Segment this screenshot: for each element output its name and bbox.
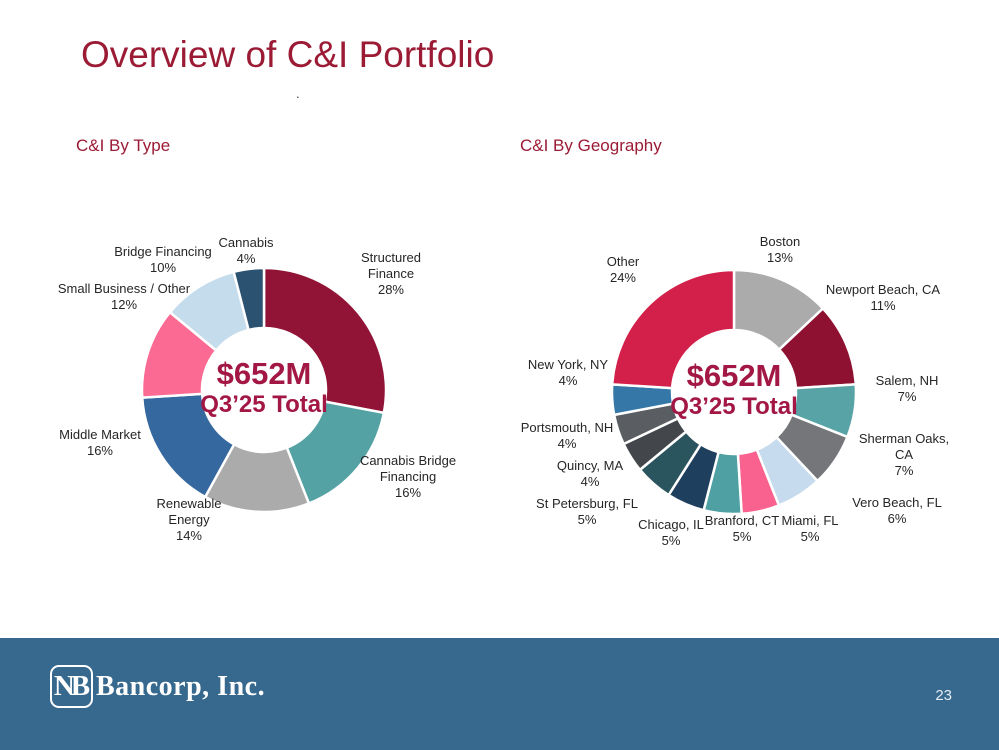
slice-label-line: Quincy, MA [556, 458, 624, 473]
slice-label-new-york-ny: New York, NY 4% [528, 357, 608, 389]
slice-label-line: 12% [110, 297, 138, 312]
slice-label-line: 4% [580, 474, 600, 489]
slice-label-st-petersburg-fl: St Petersburg, FL 5% [536, 496, 638, 528]
slice-label-line: CA [894, 447, 914, 462]
slice-label-line: Cannabis Bridge [359, 453, 457, 468]
nb-logo-text: Bancorp, Inc. [96, 670, 266, 702]
slice-label-line: 14% [175, 528, 203, 543]
slice-label-bridge-financing: Bridge Financing 10% [114, 244, 212, 276]
slice-label-line: Renewable [156, 496, 222, 511]
slice-label-portsmouth-nh: Portsmouth, NH 4% [521, 420, 613, 452]
slice-label-line: Miami, FL [781, 513, 839, 528]
slice-label-line: Salem, NH [875, 373, 939, 388]
slice-label-sherman-oaks-ca: Sherman Oaks, CA 7% [859, 431, 949, 479]
slice-label-line: 24% [609, 270, 637, 285]
slice-label-small-business-other: Small Business / Other 12% [58, 281, 190, 313]
slice-label-cannabis: Cannabis 4% [219, 235, 274, 267]
slice-label-chicago-il: Chicago, IL 5% [638, 517, 704, 549]
slice-label-line: 4% [557, 436, 577, 451]
slice-label-line: Newport Beach, CA [825, 282, 941, 297]
slice-label-line: Bridge Financing [114, 244, 212, 259]
slice-label-line: Chicago, IL [638, 517, 704, 532]
slice-label-line: 7% [894, 463, 914, 478]
slice-other [610, 268, 736, 390]
slice-label-line: Middle Market [59, 427, 141, 442]
slice-label-line: Sherman Oaks, [858, 431, 950, 446]
slice-structured-finance [262, 266, 388, 415]
donut-center-value: $652M [216, 356, 312, 391]
slice-label-line: 16% [86, 443, 114, 458]
slice-label-line: Other [606, 254, 640, 269]
donut-center-caption: Q3’25 Total [670, 393, 798, 420]
slice-cannabis [232, 266, 266, 332]
slide-title: Overview of C&I Portfolio [81, 34, 495, 75]
slice-label-line: 28% [377, 282, 405, 297]
slice-label-line: 16% [394, 485, 422, 500]
donut-chart-type [140, 266, 388, 514]
slice-label-line: Branford, CT [704, 513, 780, 528]
slice-label-line: Small Business / Other [57, 281, 191, 296]
slice-label-newport-beach-ca: Newport Beach, CA 11% [826, 282, 940, 314]
nb-bancorp-logo: NB Bancorp, Inc. [50, 665, 265, 708]
chart-title-type: C&I By Type [76, 136, 171, 155]
slice-label-line: 5% [732, 529, 752, 544]
slice-label-line: 5% [661, 533, 681, 548]
slice-label-vero-beach-fl: Vero Beach, FL 6% [852, 495, 942, 527]
slice-label-line: Boston [759, 234, 801, 249]
slice-label-miami-fl: Miami, FL 5% [781, 513, 838, 545]
slice-label-line: Cannabis [218, 235, 274, 250]
slice-label-line: Portsmouth, NH [520, 420, 614, 435]
slice-label-line: New York, NY [527, 357, 609, 372]
slice-label-middle-market: Middle Market 16% [59, 427, 141, 459]
slice-label-line: 11% [870, 298, 896, 313]
slice-label-line: Finance [367, 266, 415, 281]
stray-dot: . [296, 86, 300, 101]
slice-label-boston: Boston 13% [760, 234, 800, 266]
slice-label-line: 5% [577, 512, 597, 527]
footer: NB Bancorp, Inc. 23 [0, 638, 999, 750]
slice-label-line: 6% [887, 511, 907, 526]
nb-logo-monogram: NB [53, 670, 90, 702]
slice-label-line: 4% [236, 251, 256, 266]
slice-label-line: 10% [149, 260, 177, 275]
slice-label-line: 5% [800, 529, 820, 544]
slice-label-line: 4% [558, 373, 578, 388]
slice-label-line: Structured [361, 250, 421, 265]
chart-title-geography: C&I By Geography [520, 136, 662, 155]
donut-chart-geography [610, 268, 858, 516]
slice-label-salem-nh: Salem, NH 7% [876, 373, 939, 405]
slice-label-renewable-energy: Renewable Energy 14% [156, 496, 221, 544]
slice-label-cannabis-bridge-financing: Cannabis Bridge Financing 16% [360, 453, 456, 501]
donut-center-type: $652M Q3’25 Total [200, 357, 328, 419]
slice-label-line: 13% [766, 250, 794, 265]
slice-label-branford-ct: Branford, CT 5% [705, 513, 779, 545]
slice-label-line: Vero Beach, FL [852, 495, 942, 510]
nb-logo-box: NB [50, 665, 93, 708]
donut-center-caption: Q3’25 Total [200, 391, 328, 418]
page-number: 23 [935, 687, 952, 704]
donut-center-value: $652M [686, 358, 782, 393]
donut-center-geography: $652M Q3’25 Total [670, 359, 798, 421]
slice-label-quincy-ma: Quincy, MA 4% [557, 458, 623, 490]
slice-label-line: St Petersburg, FL [536, 496, 638, 511]
slice-label-line: Financing [379, 469, 437, 484]
slice-label-line: Energy [168, 512, 210, 527]
slice-label-line: 7% [897, 389, 917, 404]
slice-label-other: Other 24% [607, 254, 640, 286]
slice-label-structured-finance: Structured Finance 28% [361, 250, 421, 298]
